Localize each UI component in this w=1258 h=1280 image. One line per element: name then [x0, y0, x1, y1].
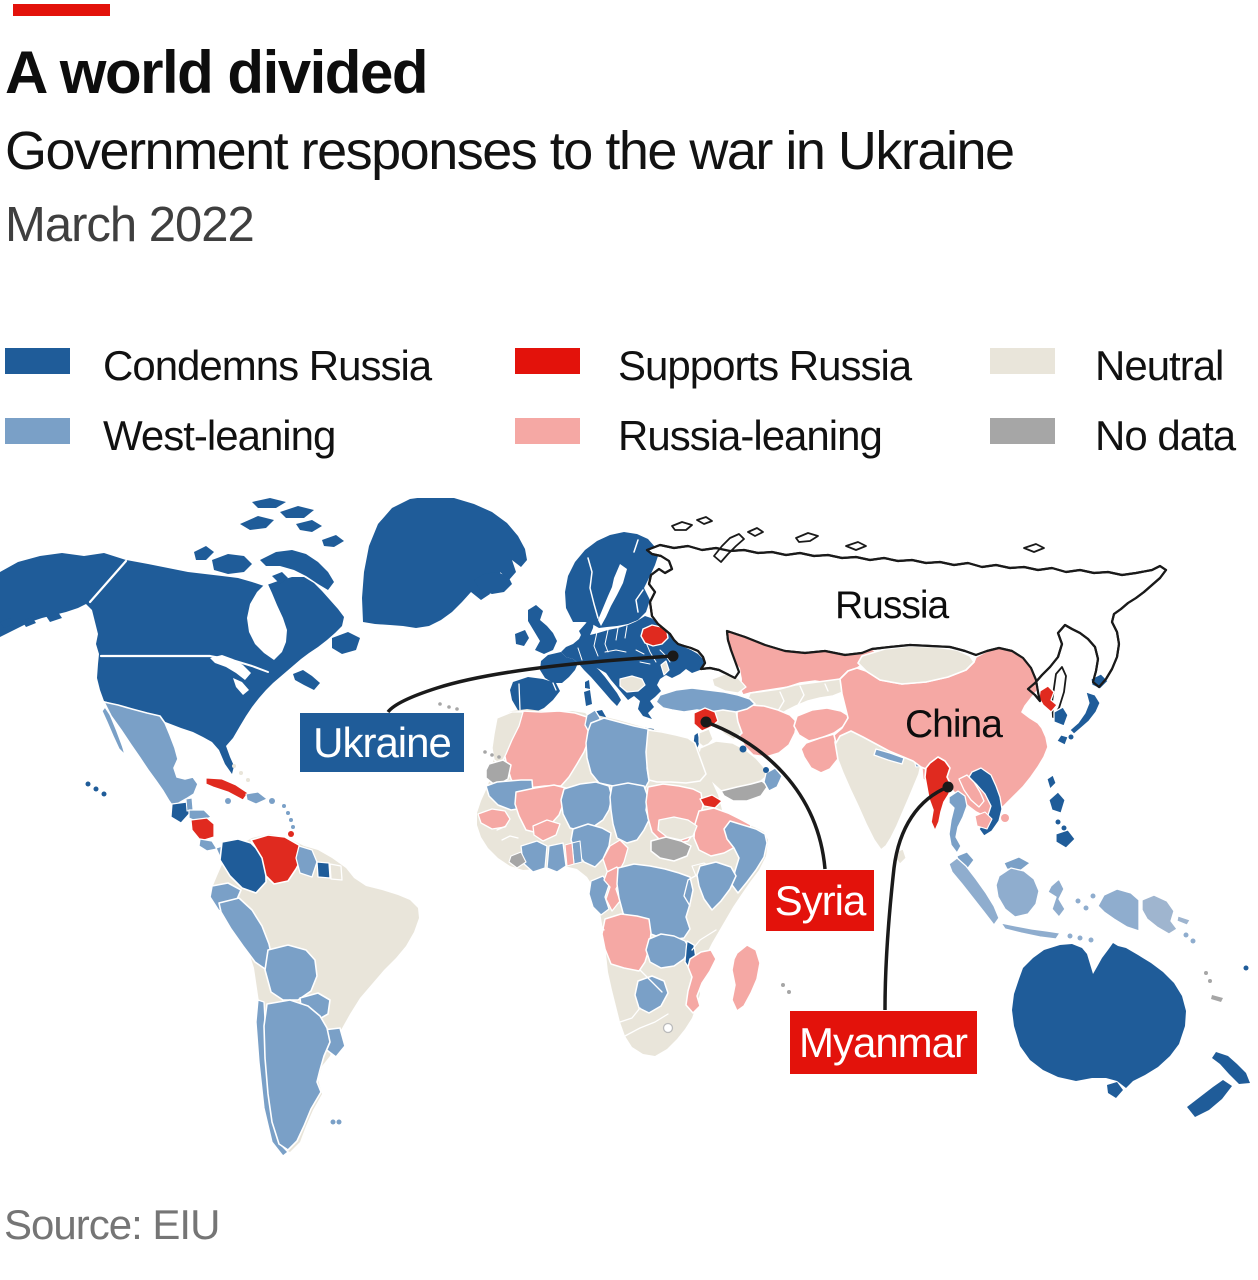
svg-text:Ukraine: Ukraine [313, 719, 451, 766]
svg-text:Russia: Russia [835, 584, 950, 627]
svg-text:Syria: Syria [775, 877, 867, 924]
svg-text:China: China [905, 703, 1003, 746]
svg-text:Myanmar: Myanmar [799, 1019, 968, 1066]
